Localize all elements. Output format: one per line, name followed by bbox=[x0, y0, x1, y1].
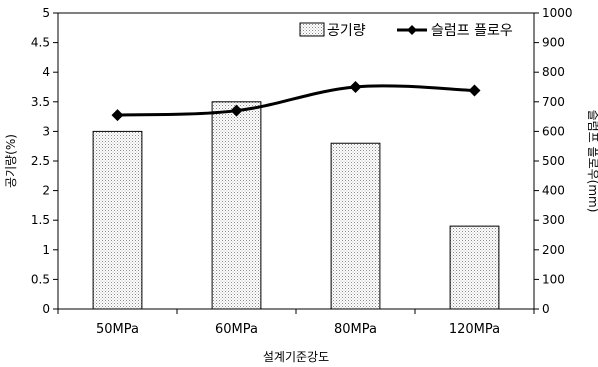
y-left-tick-label: 0.5 bbox=[31, 272, 50, 286]
bar bbox=[211, 101, 262, 310]
y-left-tick-label: 0 bbox=[42, 302, 50, 316]
right-axis: 0 100 200 300 400 500 600 700 800 900 1000 bbox=[534, 6, 573, 316]
y-right-tick-label: 400 bbox=[542, 184, 565, 198]
y-left-tick-label: 4.5 bbox=[31, 36, 50, 50]
y-left-tick-label: 2 bbox=[42, 184, 50, 198]
y-right-tick-label: 0 bbox=[542, 302, 550, 316]
y-right-tick-label: 700 bbox=[542, 95, 565, 109]
y-left-axis-title: 공기량(%) bbox=[4, 134, 18, 188]
y-right-tick-label: 100 bbox=[542, 272, 565, 286]
line-marker bbox=[349, 81, 362, 93]
x-axis: 50MPa 60MPa 80MPa 120MPa bbox=[57, 309, 535, 337]
x-axis-title: 설계기준강도 bbox=[263, 350, 329, 364]
y-left-tick-label: 4 bbox=[42, 65, 50, 79]
line-series bbox=[111, 81, 481, 122]
y-right-tick-label: 600 bbox=[542, 124, 565, 138]
y-right-tick-label: 200 bbox=[542, 243, 565, 257]
y-left-tick-label: 3 bbox=[42, 124, 50, 138]
line-marker bbox=[230, 104, 243, 117]
legend-line-marker bbox=[407, 25, 417, 35]
x-tick-label: 50MPa bbox=[96, 322, 139, 337]
line-path bbox=[117, 84, 475, 117]
legend: 공기량 슬럼프 플로우 bbox=[299, 22, 513, 39]
x-tick-label: 120MPa bbox=[449, 322, 500, 337]
legend-bar-swatch bbox=[299, 22, 325, 37]
bar bbox=[92, 130, 143, 310]
y-left-tick-label: 1.5 bbox=[31, 213, 50, 227]
line-marker bbox=[468, 84, 481, 97]
x-tick-label: 80MPa bbox=[334, 322, 377, 337]
y-left-tick-label: 2.5 bbox=[31, 154, 50, 168]
y-right-tick-label: 500 bbox=[542, 154, 565, 168]
y-right-axis-title: 슬럼프 플로우(mm) bbox=[586, 110, 598, 213]
line-marker bbox=[111, 109, 124, 122]
y-left-tick-label: 1 bbox=[42, 243, 50, 257]
y-left-tick-label: 5 bbox=[42, 6, 50, 20]
bar-series bbox=[92, 101, 500, 310]
bar bbox=[330, 142, 381, 310]
x-tick-label: 60MPa bbox=[215, 322, 258, 337]
y-right-tick-label: 800 bbox=[542, 65, 565, 79]
left-axis: 0 0.5 1 1.5 2 2.5 3 3.5 4 4.5 5 bbox=[31, 6, 58, 316]
legend-bar-label: 공기량 bbox=[327, 23, 366, 39]
y-right-tick-label: 300 bbox=[542, 213, 565, 227]
y-left-tick-label: 3.5 bbox=[31, 95, 50, 109]
y-right-tick-label: 1000 bbox=[542, 6, 573, 20]
legend-line-label: 슬럼프 플로우 bbox=[431, 23, 513, 39]
y-right-tick-label: 900 bbox=[542, 36, 565, 50]
bar bbox=[449, 225, 500, 310]
